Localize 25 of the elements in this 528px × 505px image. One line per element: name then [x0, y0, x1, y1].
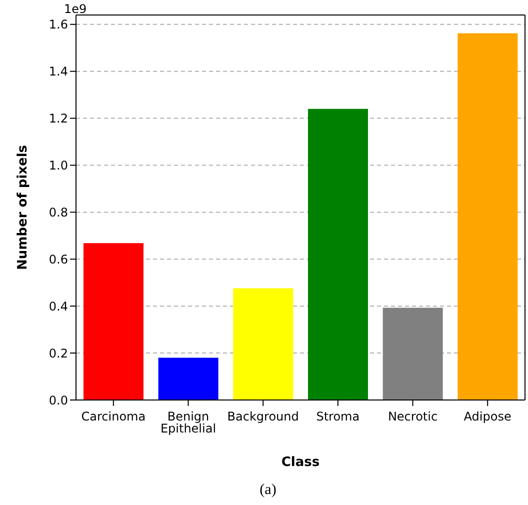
- y-axis-title: Number of pixels: [16, 144, 31, 270]
- y-tick-label: 0.2: [48, 346, 68, 360]
- x-tick-label: Background: [227, 410, 299, 424]
- x-tick-label: Adipose: [464, 410, 512, 424]
- y-tick-label: 1.6: [48, 18, 68, 32]
- y-tick-label: 0.8: [48, 205, 68, 220]
- bar: [382, 308, 443, 400]
- text: (a): [258, 482, 278, 499]
- y-tick-label: 1.4: [48, 64, 68, 79]
- bar: [458, 33, 518, 400]
- bar: [308, 108, 368, 400]
- bar: [83, 243, 144, 400]
- x-axis-title: Class: [281, 455, 320, 470]
- annotation: 1e9: [64, 2, 87, 16]
- x-tick-label: Necrotic: [388, 410, 438, 424]
- y-tick-label: 0.0: [48, 393, 68, 408]
- y-tick-label: 0.6: [48, 252, 68, 266]
- bar: [233, 288, 294, 400]
- x-tick-label: Stroma: [316, 410, 360, 424]
- y-tick-label: 1.0: [48, 158, 68, 173]
- y-tick-label: 1.2: [48, 112, 68, 126]
- x-tick-label: Benign Epithelial: [160, 410, 216, 436]
- bar: [158, 358, 218, 400]
- x-tick-label: Carcinoma: [81, 410, 146, 424]
- y-tick-label: 0.4: [48, 299, 68, 314]
